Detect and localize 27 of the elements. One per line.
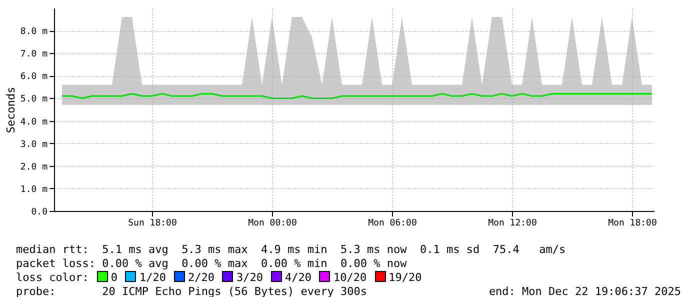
- text: 1/20: [139, 271, 166, 284]
- y-tick-label: 6.0 m: [20, 72, 48, 82]
- y-tick-label: 7.0 m: [20, 50, 48, 60]
- text: 10/20: [333, 271, 367, 284]
- text: loss color:: [16, 271, 89, 284]
- x-tick-label: Mon 06:00: [368, 218, 417, 228]
- text: median rtt: 5.1 ms avg 5.3 ms max 4.9 ms min 5.3 ms now 0.1 ms sd 75.4 am/s: [16, 243, 567, 257]
- x-tick-label: Mon 12:00: [488, 218, 537, 228]
- y-tick-label: 8.0 m: [20, 27, 48, 38]
- y-tick-label: 5.0 m: [20, 94, 48, 105]
- y-tick-label: 0.0: [31, 208, 48, 218]
- text: 0: [110, 271, 118, 284]
- x-tick-label: Sun 18:00: [128, 218, 177, 228]
- text: packet loss: 0.00 % avg 0.00 % max 0.00 % min 0.00 % now: [16, 257, 408, 271]
- text: 2/20: [188, 271, 214, 284]
- y-tick-label: 2.0 m: [20, 162, 48, 172]
- y-tick-label: 1.0 m: [20, 184, 48, 195]
- text: end: Mon Dec 22 19:06:37 2025: [488, 285, 681, 297]
- x-tick-label: Mon 00:00: [248, 218, 297, 228]
- text: 19/20: [388, 271, 422, 284]
- text: probe: 20 ICMP Echo Pings (56 Bytes) every 300s: [16, 285, 367, 297]
- text: 4/20: [284, 271, 312, 284]
- y-tick-label: 3.0 m: [20, 140, 48, 150]
- text: 3/20: [236, 271, 263, 284]
- y-axis-title: Seconds: [4, 86, 18, 134]
- y-tick-label: 4.0 m: [20, 117, 48, 128]
- x-tick-label: Mon 18:00: [608, 218, 657, 228]
